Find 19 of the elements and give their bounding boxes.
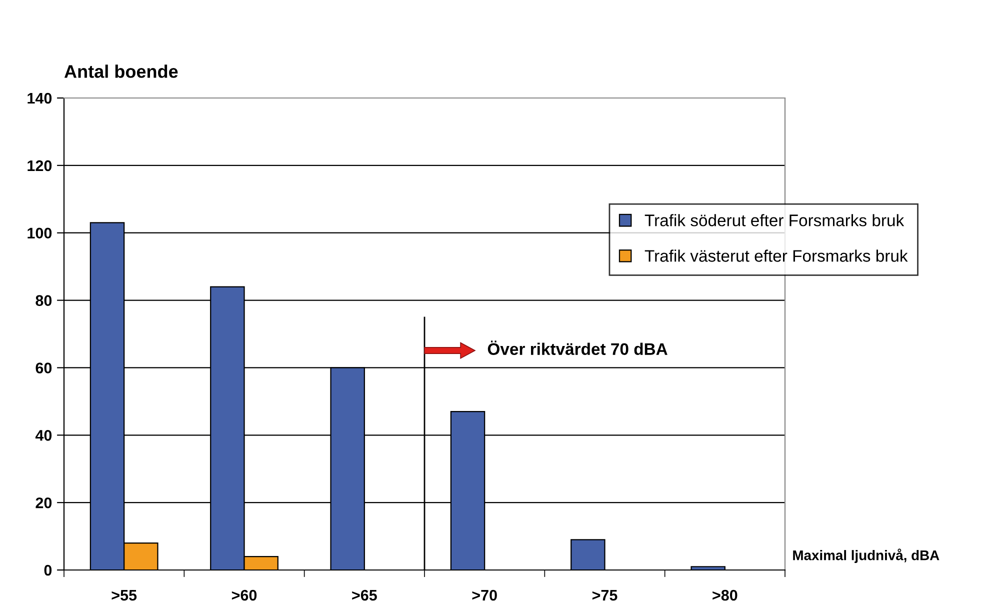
x-tick-label: >70 xyxy=(472,590,497,601)
legend-label: Trafik västerut efter Forsmarks bruk xyxy=(644,250,908,262)
x-tick-label: >80 xyxy=(712,590,738,601)
x-tick-label: >65 xyxy=(352,590,377,601)
y-tick-label: 20 xyxy=(36,497,52,508)
legend-label: Trafik söderut efter Forsmarks bruk xyxy=(644,214,904,226)
y-tick-label: 120 xyxy=(28,160,52,172)
y-tick-label: 0 xyxy=(44,564,52,576)
x-axis-title: Maximal ljudnivå, dBA xyxy=(793,548,940,563)
x-tick-label: >75 xyxy=(592,590,618,601)
y-axis-title: Antal boende xyxy=(64,64,178,78)
y-tick-label: 60 xyxy=(36,362,52,374)
y-tick-label: 80 xyxy=(36,295,52,306)
y-tick-label: 100 xyxy=(28,228,52,239)
x-tick-label: >60 xyxy=(232,590,257,601)
x-tick-label: >55 xyxy=(112,590,137,601)
annotation: Över riktvärdet 70 dBA xyxy=(488,340,668,355)
y-tick-label: 140 xyxy=(28,92,52,104)
y-tick-label: 40 xyxy=(35,430,52,441)
